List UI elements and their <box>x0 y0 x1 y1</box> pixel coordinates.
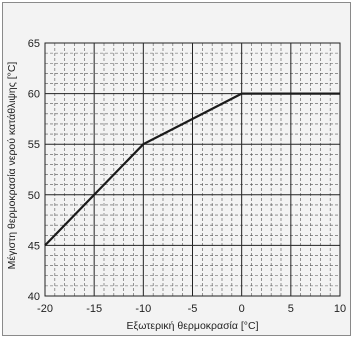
x-tick-label: 10 <box>334 303 346 315</box>
y-tick-labels: 40 45 50 55 60 65 <box>28 38 40 303</box>
x-axis-title: Εξωτερική θερμοκρασία [°C] <box>127 320 259 332</box>
y-tick-label: 50 <box>28 190 40 202</box>
x-tick-labels: -20 -15 -10 -5 0 5 10 <box>37 303 346 315</box>
y-tick-label: 55 <box>28 139 40 151</box>
x-tick-label: -15 <box>86 303 102 315</box>
y-tick-label: 40 <box>28 291 40 303</box>
x-tick-label: -10 <box>135 303 151 315</box>
y-tick-label: 60 <box>28 89 40 101</box>
y-axis-title: Μέγιστη θερμοκρασία νερού κατάθλιψης [°C… <box>6 62 18 270</box>
major-gridlines <box>44 42 341 297</box>
y-tick-label: 45 <box>28 240 40 252</box>
x-tick-label: 5 <box>288 303 294 315</box>
series-line <box>44 92 340 247</box>
plot-area-border <box>44 42 341 297</box>
x-tick-label: 0 <box>239 303 245 315</box>
chart-frame <box>2 2 351 336</box>
x-tick-label: -20 <box>37 303 53 315</box>
x-tick-label: -5 <box>188 303 198 315</box>
y-tick-label: 65 <box>28 38 40 50</box>
